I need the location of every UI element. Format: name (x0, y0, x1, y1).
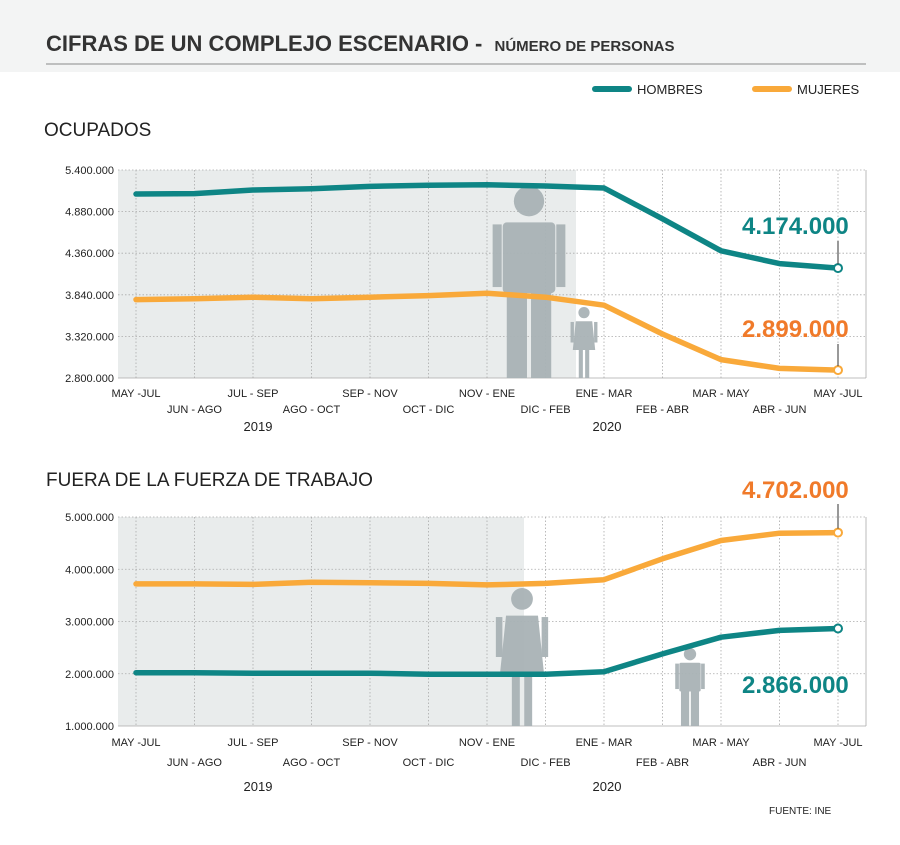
y-tick-label: 1.000.000 (65, 721, 114, 733)
legend: HOMBRES MUJERES (592, 82, 859, 97)
year-label: 2020 (593, 779, 622, 794)
x-tick-label: MAR - MAY (692, 737, 750, 749)
x-tick-label: NOV - ENE (459, 737, 515, 749)
page-title: CIFRAS DE UN COMPLEJO ESCENARIO - NÚMERO… (46, 31, 675, 56)
y-tick-label: 4.000.000 (65, 564, 114, 576)
x-tick-label: AGO - OCT (283, 757, 341, 769)
x-tick-label: JUN - AGO (167, 404, 222, 416)
man-silhouette-icon (492, 186, 566, 378)
chart-title-fuera-fuerza-trabajo: FUERA DE LA FUERZA DE TRABAJO (46, 470, 373, 491)
x-tick-label: MAY -JUL (813, 737, 862, 749)
y-tick-label: 4.880.000 (65, 207, 114, 219)
x-tick-label: SEP - NOV (342, 737, 398, 749)
chart-fuera-fuerza-trabajo: FUERA DE LA FUERZA DE TRABAJO 5.000.000 4… (46, 470, 867, 794)
y-tick-label: 5.400.000 (65, 165, 114, 177)
header-band (0, 0, 900, 72)
end-point-hombres (833, 263, 843, 274)
x-tick-label: JUL - SEP (228, 737, 279, 749)
x-tick-label: MAY -JUL (111, 388, 160, 400)
x-tick-label: JUL - SEP (228, 388, 279, 400)
x-tick-label: NOV - ENE (459, 388, 515, 400)
series-line-hombres (133, 182, 841, 271)
page-subtitle: NÚMERO DE PERSONAS (495, 37, 675, 55)
x-tick-label: MAY -JUL (813, 388, 862, 400)
y-tick-label: 3.320.000 (65, 331, 114, 343)
legend-label-mujeres: MUJERES (797, 82, 859, 97)
x-tick-label: SEP - NOV (342, 388, 398, 400)
x-tick-label: ENE - MAR (576, 388, 633, 400)
x-tick-label: DIC - FEB (520, 757, 570, 769)
chart-ocupados: OCUPADOS 5.400.000 4.880.000 4.360.000 3.84… (44, 120, 867, 434)
series-line-mujeres (133, 290, 841, 373)
x-tick-label: MAY -JUL (111, 737, 160, 749)
year-label: 2019 (244, 779, 273, 794)
woman-silhouette-icon (570, 307, 598, 378)
legend-label-hombres: HOMBRES (637, 82, 703, 97)
end-point-mujeres (833, 527, 843, 538)
y-tick-label: 5.000.000 (65, 512, 114, 524)
y-tick-label: 2.800.000 (65, 373, 114, 385)
x-tick-label: DIC - FEB (520, 404, 570, 416)
value-annotation-hombres: 2.866.000 (742, 672, 849, 699)
x-tick-label: AGO - OCT (283, 404, 341, 416)
value-annotation-mujeres: 4.702.000 (742, 477, 849, 504)
series-line-mujeres (133, 529, 841, 588)
chart-title-ocupados: OCUPADOS (44, 120, 151, 141)
x-tick-label: OCT - DIC (403, 757, 455, 769)
woman-silhouette-icon (495, 588, 549, 726)
value-annotation-mujeres: 2.899.000 (742, 316, 849, 343)
x-tick-label: OCT - DIC (403, 404, 455, 416)
page-title-main: CIFRAS DE UN COMPLEJO ESCENARIO - (46, 31, 482, 56)
source-note: FUENTE: INE (769, 806, 832, 817)
x-tick-label: ABR - JUN (753, 757, 807, 769)
y-tick-label: 3.000.000 (65, 617, 114, 629)
year-label: 2019 (244, 419, 273, 434)
end-point-hombres (833, 623, 843, 634)
value-annotation-hombres: 4.174.000 (742, 213, 849, 240)
x-tick-label: ABR - JUN (753, 404, 807, 416)
y-tick-label: 3.840.000 (65, 290, 114, 302)
end-point-mujeres (833, 365, 843, 376)
series-line-hombres (133, 625, 841, 678)
x-tick-label: ENE - MAR (576, 737, 633, 749)
year-label: 2020 (593, 419, 622, 434)
x-tick-label: MAR - MAY (692, 388, 750, 400)
y-tick-label: 2.000.000 (65, 669, 114, 681)
man-silhouette-icon (675, 648, 705, 726)
x-tick-label: JUN - AGO (167, 757, 222, 769)
x-tick-label: FEB - ABR (636, 757, 689, 769)
y-tick-label: 4.360.000 (65, 248, 114, 260)
x-tick-label: FEB - ABR (636, 404, 689, 416)
